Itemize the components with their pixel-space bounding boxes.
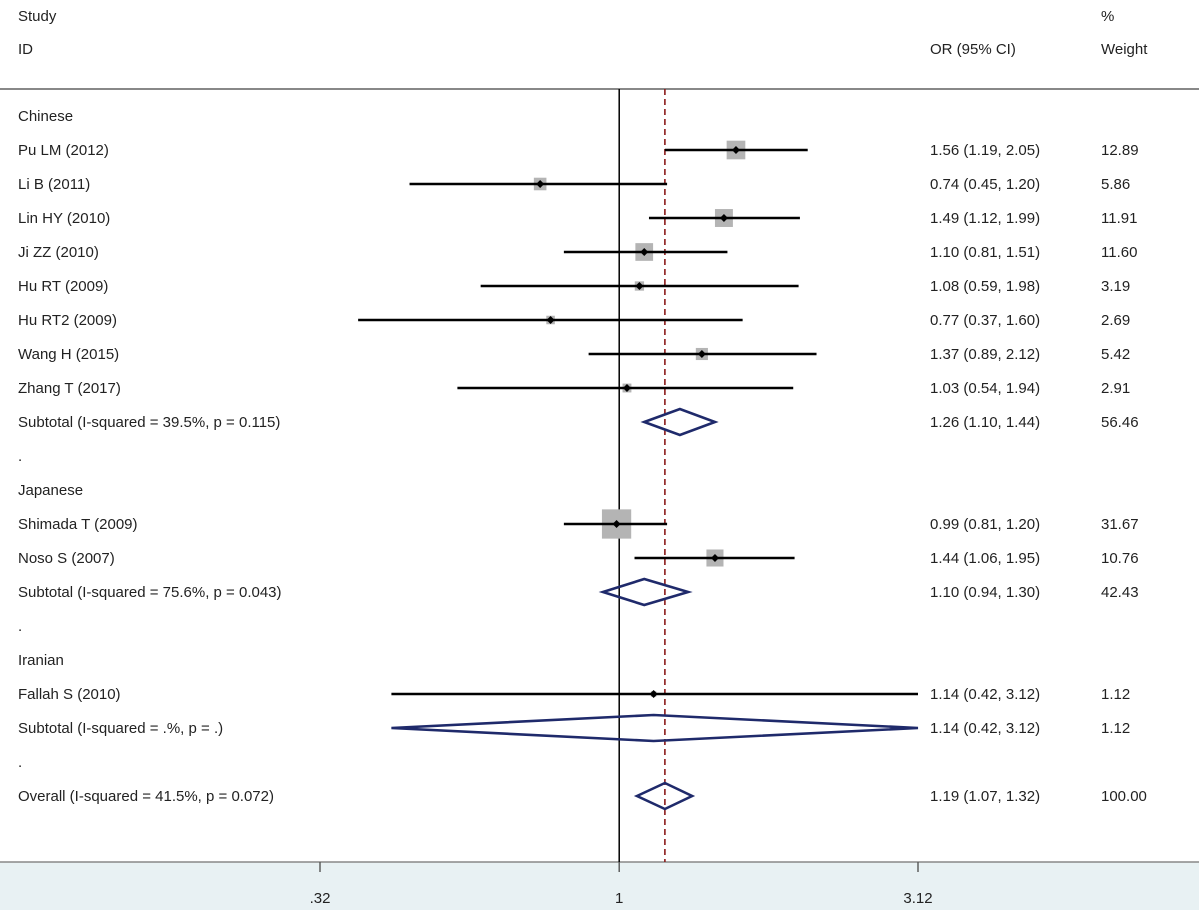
study-weight: 2.91: [1101, 380, 1130, 397]
overall-diamond: [633, 781, 696, 811]
subtotal-label: Subtotal (I-squared = 39.5%, p = 0.115): [18, 414, 280, 431]
subtotal-label: Subtotal (I-squared = 75.6%, p = 0.043): [18, 584, 282, 601]
subtotal-weight: 42.43: [1101, 584, 1139, 601]
study-label: Wang H (2015): [18, 346, 119, 363]
header-or-ci: OR (95% CI): [930, 41, 1016, 58]
study-weight: 5.86: [1101, 176, 1130, 193]
study-label: Shimada T (2009): [18, 516, 138, 533]
study-label: Pu LM (2012): [18, 142, 109, 159]
header-study: Study: [18, 8, 57, 25]
study-label: Fallah S (2010): [18, 686, 121, 703]
group-separator: .: [18, 448, 22, 465]
study-or-ci: 0.99 (0.81, 1.20): [930, 516, 1040, 533]
study-weight: 10.76: [1101, 550, 1139, 567]
subtotal-diamond: [391, 713, 919, 743]
group-label: Chinese: [18, 108, 73, 125]
subtotal-label: Subtotal (I-squared = .%, p = .): [18, 720, 223, 737]
overall-weight: 100.00: [1101, 788, 1147, 805]
study-or-ci: 1.08 (0.59, 1.98): [930, 278, 1040, 295]
study-weight: 11.91: [1101, 210, 1137, 227]
x-tick-label: 3.12: [903, 890, 932, 907]
point-estimate: [635, 282, 644, 290]
study-or-ci: 1.56 (1.19, 2.05): [930, 142, 1040, 159]
point-estimate: [622, 384, 631, 392]
study-label: Hu RT (2009): [18, 278, 108, 295]
point-estimate: [731, 146, 740, 154]
study-or-ci: 1.44 (1.06, 1.95): [930, 550, 1040, 567]
axis-band: [0, 862, 1199, 910]
point-estimate: [697, 350, 706, 358]
study-weight: 1.12: [1101, 686, 1130, 703]
point-estimate: [640, 248, 649, 256]
group-label: Iranian: [18, 652, 64, 669]
study-weight: 11.60: [1101, 244, 1137, 261]
overall-or-ci: 1.19 (1.07, 1.32): [930, 788, 1040, 805]
subtotal-or-ci: 1.26 (1.10, 1.44): [930, 414, 1040, 431]
group-separator: .: [18, 754, 22, 771]
header-id: ID: [18, 41, 33, 58]
subtotal-diamond: [598, 577, 693, 607]
study-label: Zhang T (2017): [18, 380, 121, 397]
point-estimate: [710, 554, 719, 562]
group-label: Japanese: [18, 482, 83, 499]
point-estimate: [612, 520, 621, 528]
study-label: Noso S (2007): [18, 550, 115, 567]
point-estimate: [546, 316, 555, 324]
study-or-ci: 0.77 (0.37, 1.60): [930, 312, 1040, 329]
study-label: Li B (2011): [18, 176, 90, 193]
header-weight: Weight: [1101, 41, 1148, 58]
study-or-ci: 0.74 (0.45, 1.20): [930, 176, 1040, 193]
point-estimate: [719, 214, 728, 222]
point-estimate: [649, 690, 658, 698]
study-weight: 31.67: [1101, 516, 1139, 533]
study-label: Hu RT2 (2009): [18, 312, 117, 329]
study-or-ci: 1.14 (0.42, 3.12): [930, 686, 1040, 703]
subtotal-or-ci: 1.10 (0.94, 1.30): [930, 584, 1040, 601]
overall-label: Overall (I-squared = 41.5%, p = 0.072): [18, 788, 274, 805]
x-tick-label: 1: [615, 890, 623, 907]
study-or-ci: 1.37 (0.89, 2.12): [930, 346, 1040, 363]
subtotal-diamond: [640, 407, 719, 437]
study-label: Lin HY (2010): [18, 210, 110, 227]
study-or-ci: 1.03 (0.54, 1.94): [930, 380, 1040, 397]
subtotal-weight: 1.12: [1101, 720, 1130, 737]
study-or-ci: 1.10 (0.81, 1.51): [930, 244, 1040, 261]
x-tick-label: .32: [310, 890, 331, 907]
point-estimate: [536, 180, 545, 188]
subtotal-or-ci: 1.14 (0.42, 3.12): [930, 720, 1040, 737]
subtotal-weight: 56.46: [1101, 414, 1139, 431]
study-or-ci: 1.49 (1.12, 1.99): [930, 210, 1040, 227]
study-label: Ji ZZ (2010): [18, 244, 99, 261]
header-weight-percent: %: [1101, 8, 1114, 25]
study-weight: 5.42: [1101, 346, 1130, 363]
group-separator: .: [18, 618, 22, 635]
study-weight: 3.19: [1101, 278, 1130, 295]
study-weight: 12.89: [1101, 142, 1139, 159]
study-weight: 2.69: [1101, 312, 1130, 329]
